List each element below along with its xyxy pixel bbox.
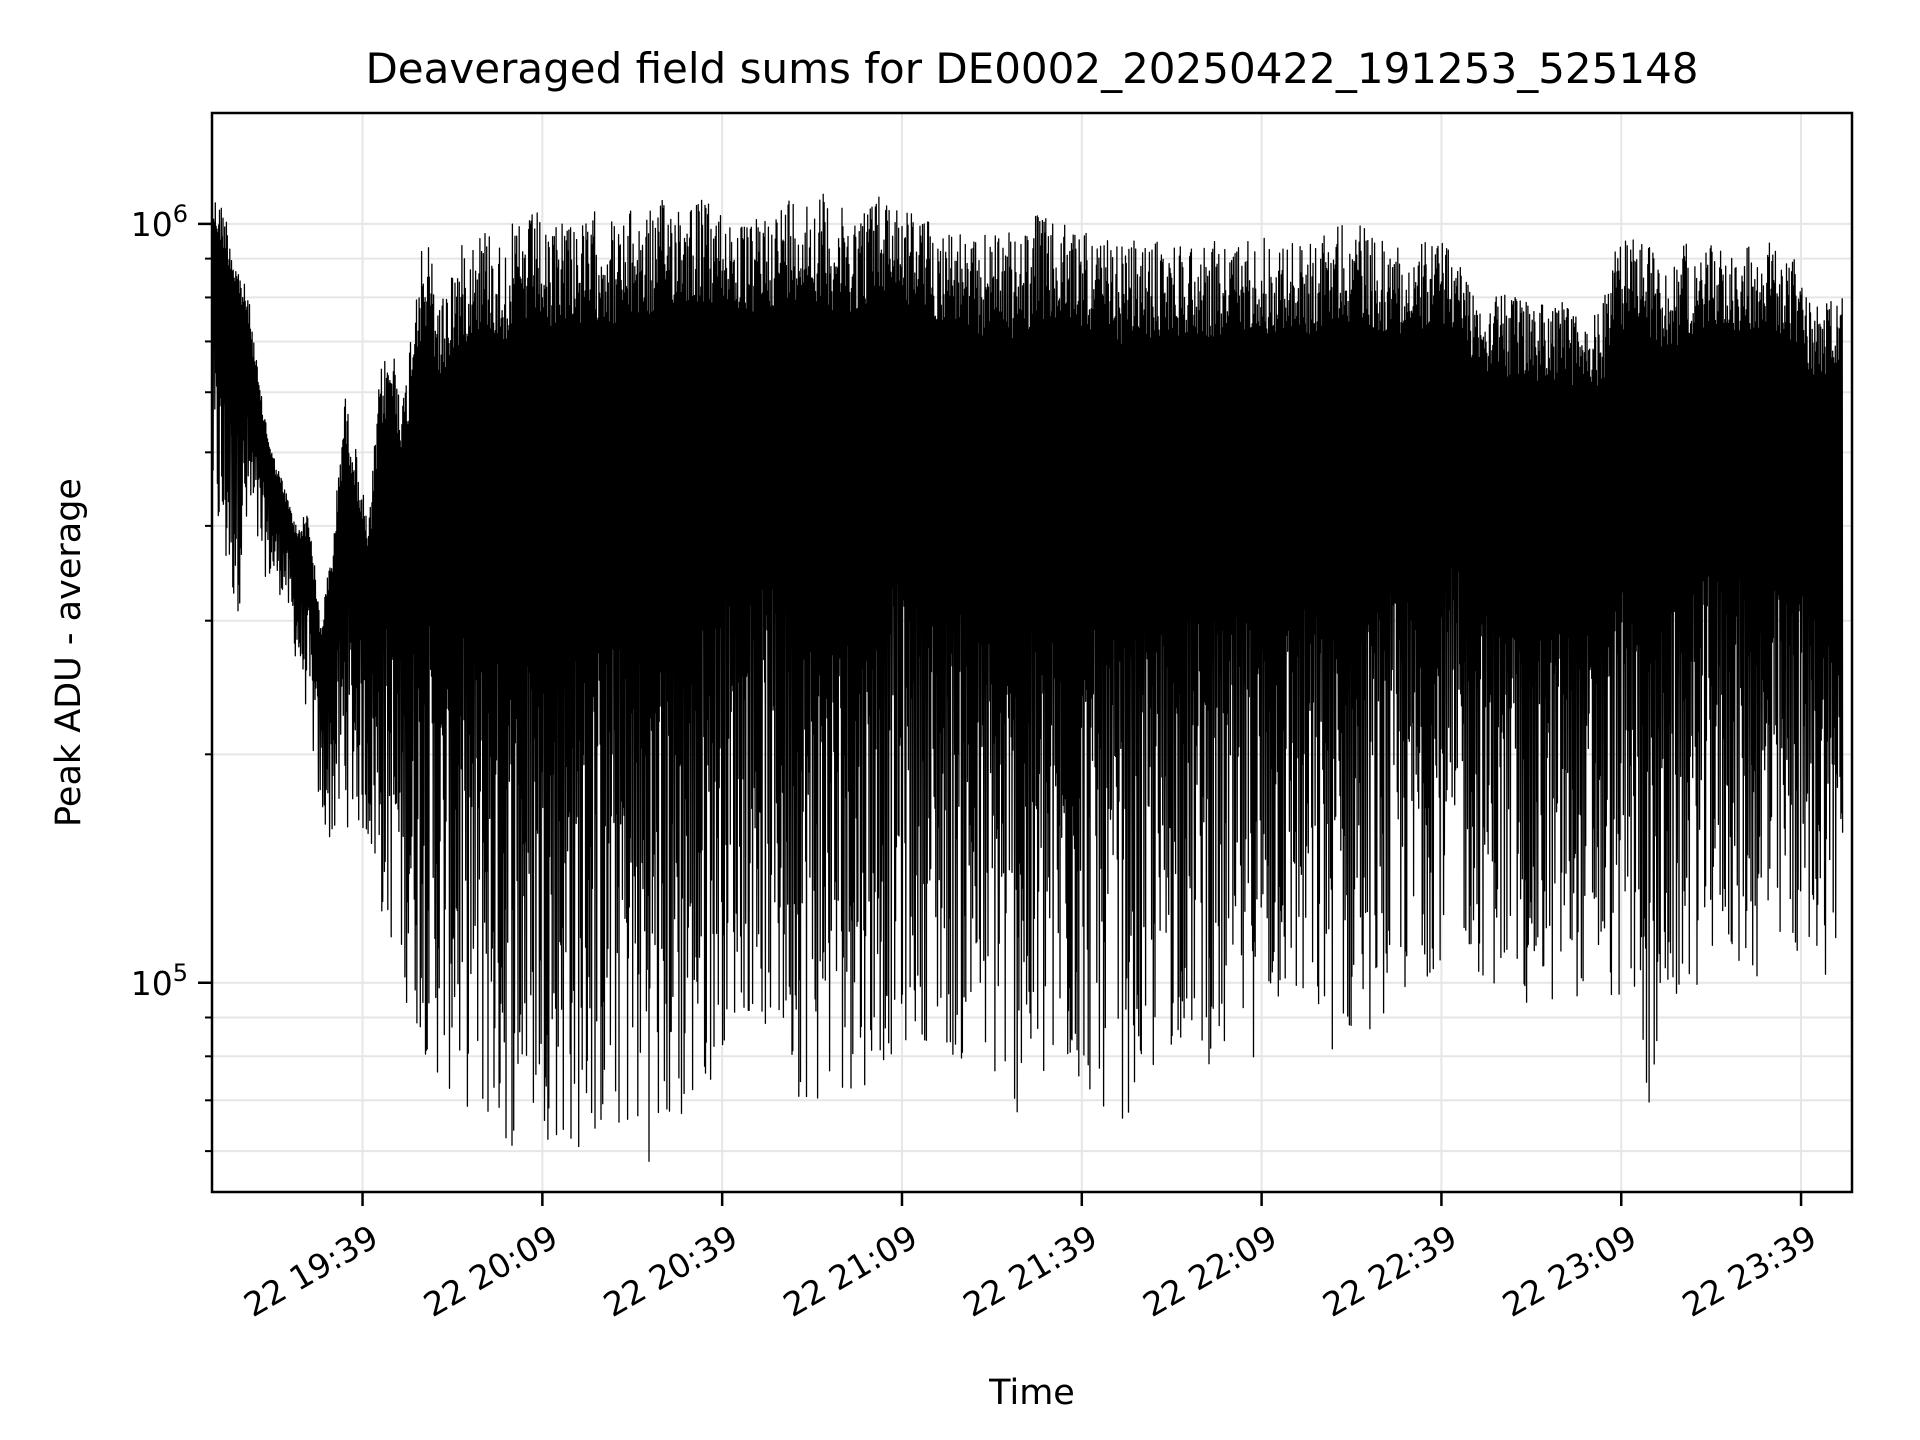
y-tick-label: 106	[131, 200, 188, 244]
series-line	[212, 193, 1844, 1162]
chart-title: Deaveraged field sums for DE0002_2025042…	[365, 44, 1698, 93]
x-axis-label: Time	[988, 1373, 1075, 1413]
series-line-group	[212, 193, 1844, 1162]
y-tick-label: 105	[131, 959, 188, 1003]
y-axis-label: Peak ADU - average	[49, 478, 89, 827]
plot-frame	[210, 111, 1854, 1194]
